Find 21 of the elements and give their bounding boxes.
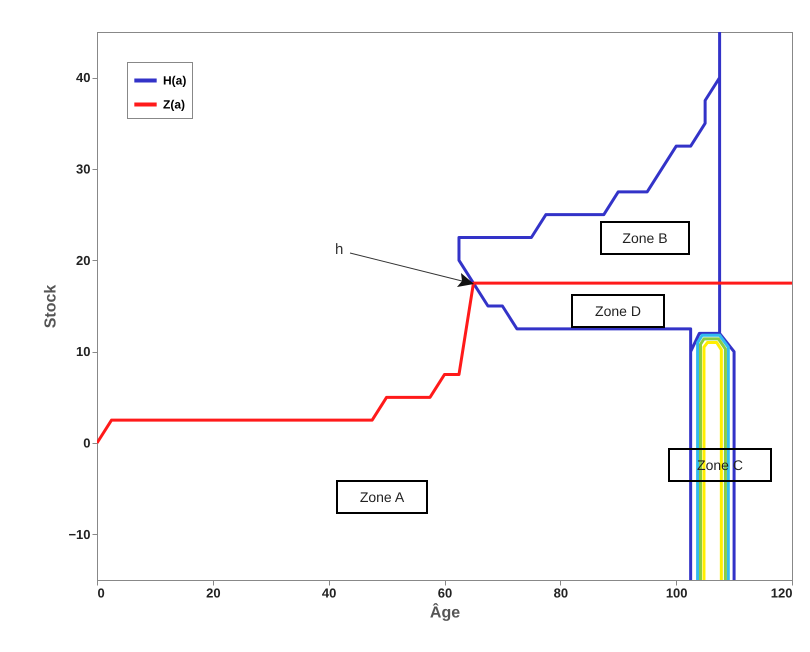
y-tick-label: −10 xyxy=(68,526,90,542)
legend-label: Z(a) xyxy=(163,98,185,112)
annotation: Zone A xyxy=(336,480,428,514)
y-tick-label: 20 xyxy=(76,252,90,268)
x-tick-label: 20 xyxy=(206,586,221,600)
x-tick-label: 0 xyxy=(98,586,105,600)
y-tick-label: 0 xyxy=(83,436,90,450)
y-axis-title: Stock xyxy=(42,284,60,328)
x-tick-label: 60 xyxy=(438,586,452,600)
y-tick-label: 10 xyxy=(76,344,90,360)
x-tick-label: 80 xyxy=(554,586,568,600)
legend-label: H(a) xyxy=(163,74,186,88)
y-tick-label: 30 xyxy=(76,162,90,176)
x-tick-label: 120 xyxy=(770,586,792,600)
annotation: Zone D xyxy=(571,294,665,328)
x-tick-label: 40 xyxy=(322,586,336,600)
x-axis-title: Âge xyxy=(430,602,460,622)
annotation: Zone B xyxy=(600,221,690,255)
y-tick-label: 40 xyxy=(76,70,90,86)
x-tick-label: 100 xyxy=(666,586,688,600)
annotation: h xyxy=(335,241,344,258)
